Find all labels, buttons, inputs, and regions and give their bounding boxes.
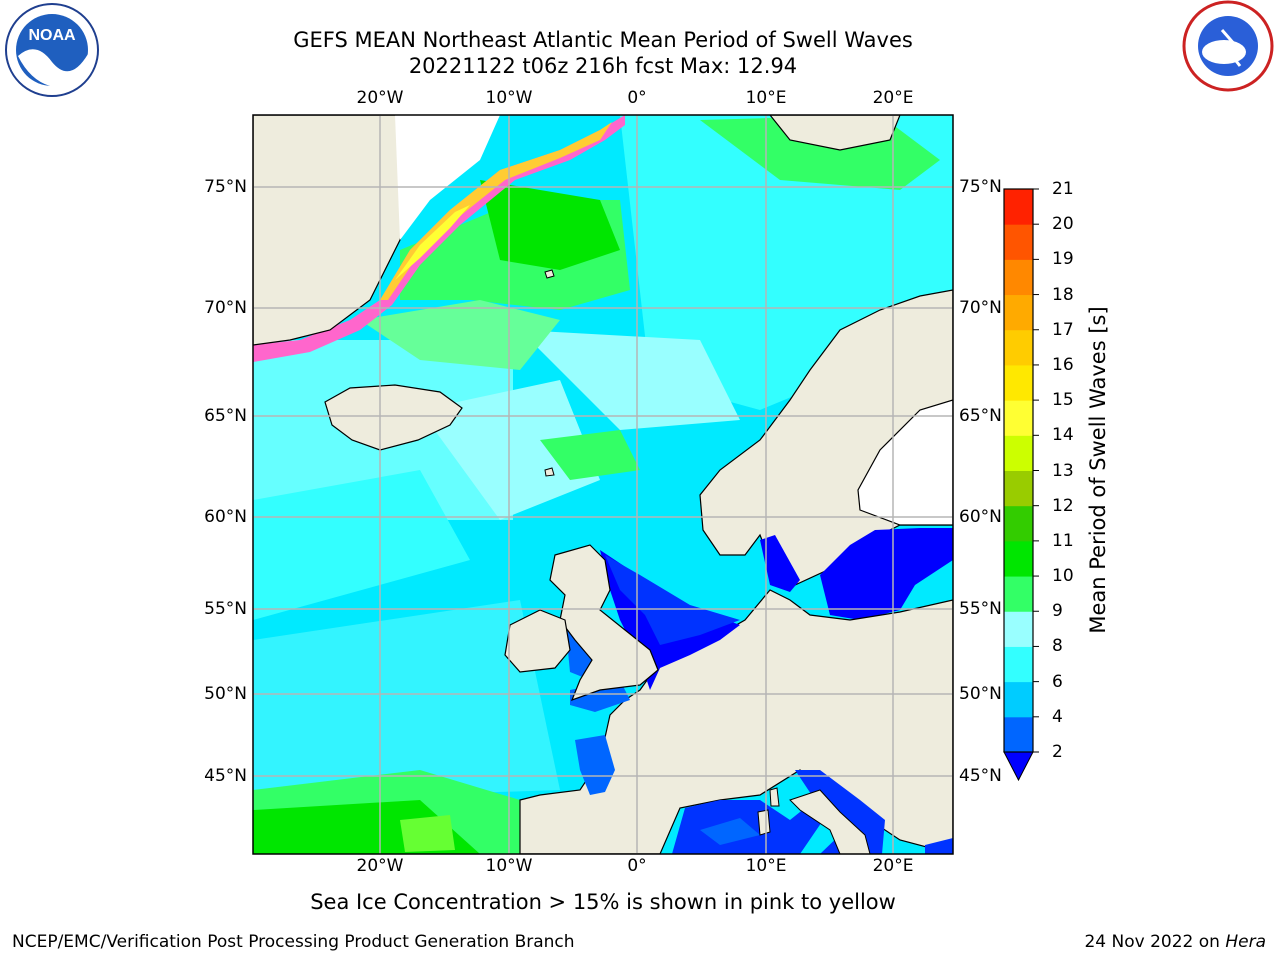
colorbar-tick-label: 14	[1052, 425, 1074, 446]
colorbar-segment	[1004, 189, 1033, 225]
colorbar-tick-label: 16	[1052, 354, 1074, 375]
colorbar-segment	[1004, 716, 1033, 753]
lon-label-top: 20°E	[872, 88, 914, 108]
lat-label-left: 70°N	[204, 298, 247, 318]
lon-label-bottom: 10°W	[485, 856, 533, 876]
map-frame	[252, 114, 954, 855]
lat-label-right: 60°N	[959, 507, 1002, 527]
colorbar-segment	[1004, 646, 1033, 683]
lat-label-left: 50°N	[204, 684, 247, 704]
lon-label-bottom: 0°	[627, 856, 647, 876]
colorbar-segment	[1004, 470, 1033, 507]
lat-label-left: 55°N	[204, 599, 247, 619]
ireland-land	[504, 609, 571, 673]
lat-label-right: 55°N	[959, 599, 1002, 619]
colorbar-segment	[1004, 329, 1033, 366]
footer-date-text: 24 Nov 2022 on	[1084, 932, 1226, 952]
colorbar-extend-arrow	[1003, 751, 1034, 782]
colorbar-tick-label: 12	[1052, 495, 1074, 516]
colorbar-tick-label: 13	[1052, 460, 1074, 481]
colorbar-tick-label: 4	[1052, 706, 1063, 727]
lon-label-top: 20°W	[356, 88, 404, 108]
colorbar-tick-label: 6	[1052, 671, 1063, 692]
lat-label-left: 60°N	[204, 507, 247, 527]
colorbar-segment	[1004, 540, 1033, 577]
colorbar-tick-label: 19	[1052, 249, 1074, 270]
lat-label-right: 75°N	[959, 177, 1002, 197]
colorbar	[1003, 188, 1039, 782]
colorbar-tick-label: 2	[1052, 742, 1063, 762]
colorbar-segment	[1004, 611, 1033, 647]
colorbar-segment	[1004, 364, 1033, 401]
lat-label-right: 50°N	[959, 684, 1002, 704]
lon-label-top: 10°E	[745, 88, 787, 108]
noaa-logo-text: NOAA	[28, 27, 76, 44]
colorbar-tick-label: 9	[1052, 601, 1063, 622]
lon-label-bottom: 20°W	[356, 856, 404, 876]
graticule	[253, 115, 953, 854]
lat-label-left: 75°N	[204, 177, 247, 197]
colorbar-tick-label: 10	[1052, 566, 1074, 587]
colorbar-segment	[1004, 400, 1033, 436]
colorbar-segment	[1004, 576, 1033, 612]
colorbar-tick-label: 17	[1052, 319, 1074, 340]
colorbar-segment	[1004, 505, 1033, 542]
colorbar-label: Mean Period of Swell Waves [s]	[1086, 306, 1110, 634]
colorbar-segment	[1004, 259, 1033, 296]
colorbar-tick-label: 20	[1052, 214, 1074, 235]
lat-label-left: 45°N	[204, 766, 247, 786]
footer-date: 24 Nov 2022 on Hera	[1084, 932, 1266, 952]
lat-label-right: 45°N	[959, 766, 1002, 786]
colorbar-segment	[1004, 681, 1033, 718]
sea-ice-note: Sea Ice Concentration > 15% is shown in …	[310, 890, 896, 914]
colorbar-tick-label: 8	[1052, 636, 1063, 657]
map-subtitle: 20221122 t06z 216h fcst Max: 12.94	[408, 54, 798, 78]
lat-label-right: 65°N	[959, 406, 1002, 426]
noaa-logo: NOAA	[5, 3, 99, 97]
colorbar-segment	[1004, 224, 1033, 260]
lon-label-bottom: 10°E	[745, 856, 787, 876]
great-britain-land	[549, 544, 659, 702]
lat-label-right: 70°N	[959, 298, 1002, 318]
colorbar-segment	[1004, 294, 1033, 331]
nws-logo	[1182, 0, 1274, 92]
footer-credit: NCEP/EMC/Verification Post Processing Pr…	[12, 932, 575, 952]
footer-host: Hera	[1225, 932, 1266, 952]
colorbar-tick-label: 21	[1052, 179, 1074, 199]
lon-label-top: 10°W	[485, 88, 533, 108]
colorbar-tick-label: 11	[1052, 530, 1074, 551]
map-title: GEFS MEAN Northeast Atlantic Mean Period…	[293, 28, 913, 52]
lon-label-top: 0°	[627, 88, 647, 108]
colorbar-tick-label: 15	[1052, 390, 1074, 411]
lat-label-left: 65°N	[204, 406, 247, 426]
lon-label-bottom: 20°E	[872, 856, 914, 876]
colorbar-segment	[1004, 435, 1033, 471]
colorbar-tick-label: 18	[1052, 284, 1074, 305]
